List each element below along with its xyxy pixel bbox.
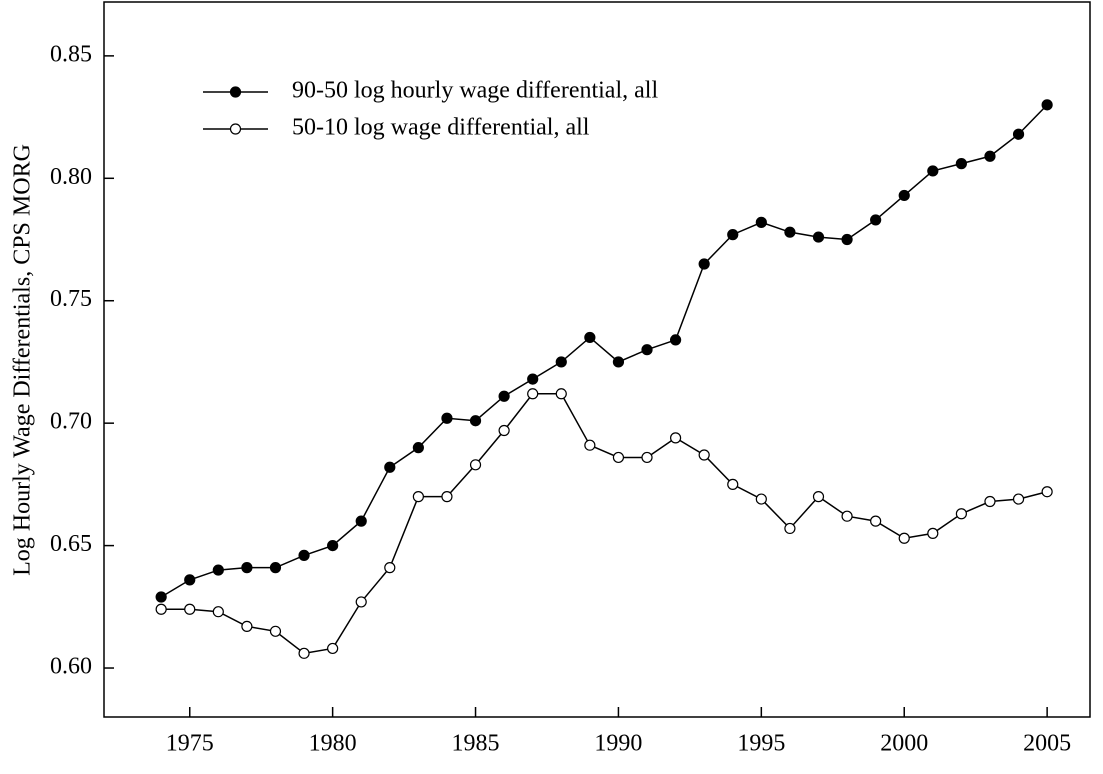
data-point bbox=[612, 451, 625, 464]
data-point bbox=[898, 189, 910, 202]
data-point bbox=[384, 562, 396, 574]
data-point bbox=[1041, 486, 1053, 498]
data-point bbox=[584, 439, 596, 451]
data-point bbox=[241, 620, 253, 633]
plot-frame bbox=[103, 1, 1091, 718]
x-tick-label: 2005 bbox=[1023, 731, 1071, 757]
data-point bbox=[698, 258, 710, 270]
data-point bbox=[355, 515, 367, 527]
data-point bbox=[898, 532, 910, 544]
data-point bbox=[555, 388, 567, 400]
data-point bbox=[469, 415, 482, 427]
data-point bbox=[327, 539, 339, 552]
data-point bbox=[812, 231, 825, 243]
data-point bbox=[269, 562, 282, 574]
data-point bbox=[755, 216, 767, 228]
legend-label: 90-50 log hourly wage differential, all bbox=[292, 78, 658, 104]
x-tick-label: 2000 bbox=[880, 731, 928, 757]
data-point bbox=[669, 432, 682, 444]
data-point bbox=[870, 515, 882, 527]
data-point bbox=[727, 478, 739, 490]
data-point bbox=[641, 451, 653, 464]
data-point bbox=[527, 388, 539, 400]
data-point bbox=[384, 461, 396, 473]
y-tick-label: 0.60 bbox=[50, 654, 92, 680]
data-point bbox=[298, 549, 310, 561]
data-point bbox=[927, 527, 939, 539]
data-point bbox=[784, 522, 796, 535]
data-point bbox=[612, 356, 625, 368]
data-point bbox=[1012, 128, 1025, 140]
series-line bbox=[161, 393, 1048, 655]
x-tick-label: 1995 bbox=[737, 731, 785, 757]
data-point bbox=[927, 165, 939, 177]
data-point bbox=[441, 491, 453, 503]
legend-label: 50-10 log wage differential, all bbox=[292, 115, 590, 141]
data-point bbox=[327, 642, 339, 655]
y-tick-label: 0.85 bbox=[50, 41, 92, 67]
data-point bbox=[184, 574, 196, 586]
y-tick-label: 0.65 bbox=[50, 531, 92, 557]
data-point bbox=[955, 508, 967, 520]
data-point bbox=[984, 495, 996, 508]
data-point bbox=[955, 158, 967, 170]
x-tick-label: 1990 bbox=[594, 731, 642, 757]
data-point bbox=[870, 214, 882, 226]
data-point bbox=[841, 510, 853, 522]
data-point bbox=[269, 625, 282, 637]
data-point bbox=[555, 356, 567, 368]
y-tick-label: 0.75 bbox=[50, 286, 92, 312]
data-point bbox=[698, 449, 710, 461]
data-point bbox=[412, 491, 424, 503]
data-point bbox=[812, 491, 825, 503]
data-point bbox=[155, 603, 167, 615]
legend-marker bbox=[229, 123, 242, 135]
data-point bbox=[498, 390, 510, 402]
x-tick-label: 1980 bbox=[309, 731, 357, 757]
data-point bbox=[355, 596, 367, 608]
data-point bbox=[212, 606, 224, 618]
data-point bbox=[498, 424, 510, 437]
data-point bbox=[984, 150, 996, 162]
data-point bbox=[412, 442, 424, 454]
x-tick-label: 1985 bbox=[452, 731, 500, 757]
data-point bbox=[469, 459, 482, 471]
data-point bbox=[669, 334, 682, 346]
data-point bbox=[241, 562, 253, 574]
data-point bbox=[527, 373, 539, 385]
data-point bbox=[584, 331, 596, 344]
data-point bbox=[184, 603, 196, 615]
data-point bbox=[441, 412, 453, 424]
data-point bbox=[784, 226, 796, 238]
y-tick-label: 0.80 bbox=[50, 164, 92, 190]
data-point bbox=[755, 493, 767, 505]
data-point bbox=[212, 564, 224, 576]
data-point bbox=[298, 647, 310, 659]
y-tick-label: 0.70 bbox=[50, 409, 92, 435]
x-tick-label: 1975 bbox=[166, 731, 214, 757]
y-axis-label: Log Hourly Wage Differentials, CPS MORG bbox=[10, 144, 36, 576]
data-point bbox=[841, 233, 853, 246]
data-point bbox=[155, 591, 167, 603]
data-point bbox=[727, 229, 739, 241]
data-point bbox=[1041, 99, 1053, 111]
series-line bbox=[160, 104, 1048, 598]
data-point bbox=[641, 344, 653, 356]
data-point bbox=[1012, 493, 1025, 505]
legend-marker bbox=[229, 86, 242, 98]
